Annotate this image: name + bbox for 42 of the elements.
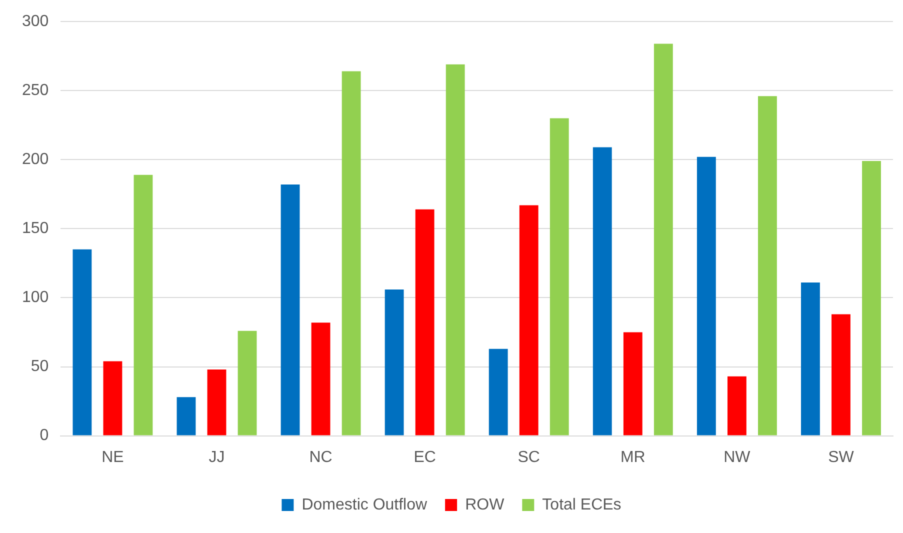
- x-tick-label: SC: [518, 448, 540, 466]
- bar: [134, 174, 153, 436]
- y-tick-label: 200: [22, 151, 49, 168]
- x-tick-label: EC: [414, 448, 436, 466]
- bar: [862, 161, 881, 436]
- bar: [623, 332, 642, 436]
- bar: [592, 147, 612, 436]
- bar: [654, 44, 673, 436]
- bar: [311, 322, 330, 436]
- bar: [384, 289, 404, 436]
- bar: [488, 348, 508, 436]
- x-tick-label: NW: [724, 448, 752, 466]
- bar: [758, 96, 777, 436]
- bar: [801, 282, 820, 436]
- bar: [280, 184, 300, 436]
- bar: [727, 376, 746, 436]
- bar: [207, 370, 226, 436]
- legend-label: Domestic Outflow: [302, 496, 428, 514]
- bar: [696, 156, 716, 436]
- y-tick-label: 100: [22, 289, 49, 306]
- y-tick-label: 0: [40, 427, 49, 444]
- bar: [342, 71, 361, 436]
- x-tick-label: JJ: [208, 448, 225, 466]
- y-tick-label: 50: [30, 358, 49, 376]
- y-tick-label: 250: [22, 82, 49, 100]
- legend-label: Total ECEs: [542, 496, 622, 514]
- bar: [519, 205, 538, 436]
- bar: [550, 118, 569, 436]
- x-tick-label: NE: [102, 448, 124, 466]
- y-tick-label: 300: [22, 13, 49, 30]
- x-tick-label: SW: [828, 448, 855, 466]
- x-tick-label: NC: [309, 448, 332, 466]
- bar: [72, 249, 92, 436]
- y-tick-label: 150: [22, 220, 49, 238]
- bar: [176, 397, 196, 436]
- bar: [103, 361, 122, 436]
- legend-label: ROW: [465, 496, 506, 514]
- bar: [832, 314, 850, 436]
- bar: [415, 209, 434, 436]
- x-tick-label: MR: [620, 448, 646, 466]
- bar: [238, 330, 257, 436]
- bar: [446, 64, 465, 436]
